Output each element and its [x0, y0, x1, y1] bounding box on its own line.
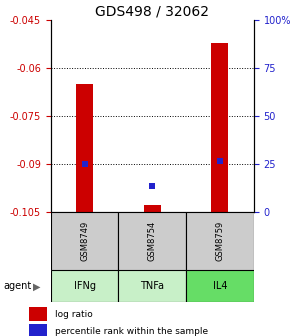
- Text: IL4: IL4: [213, 282, 227, 291]
- Bar: [51, 212, 118, 270]
- Bar: [51, 270, 118, 302]
- Bar: [186, 212, 254, 270]
- Text: ▶: ▶: [33, 282, 41, 291]
- Bar: [211, 43, 228, 212]
- Bar: [118, 270, 186, 302]
- Text: GSM8754: GSM8754: [148, 221, 157, 261]
- Bar: [144, 205, 161, 212]
- Title: GDS498 / 32062: GDS498 / 32062: [95, 5, 209, 19]
- Bar: [76, 84, 93, 212]
- Bar: [186, 270, 254, 302]
- Text: percentile rank within the sample: percentile rank within the sample: [55, 327, 208, 336]
- Text: IFNg: IFNg: [74, 282, 96, 291]
- Bar: [29, 324, 47, 336]
- Text: GSM8749: GSM8749: [80, 221, 89, 261]
- Bar: [29, 307, 47, 321]
- Text: TNFa: TNFa: [140, 282, 164, 291]
- Text: GSM8759: GSM8759: [215, 221, 224, 261]
- Bar: [118, 212, 186, 270]
- Text: log ratio: log ratio: [55, 310, 92, 319]
- Text: agent: agent: [3, 282, 31, 291]
